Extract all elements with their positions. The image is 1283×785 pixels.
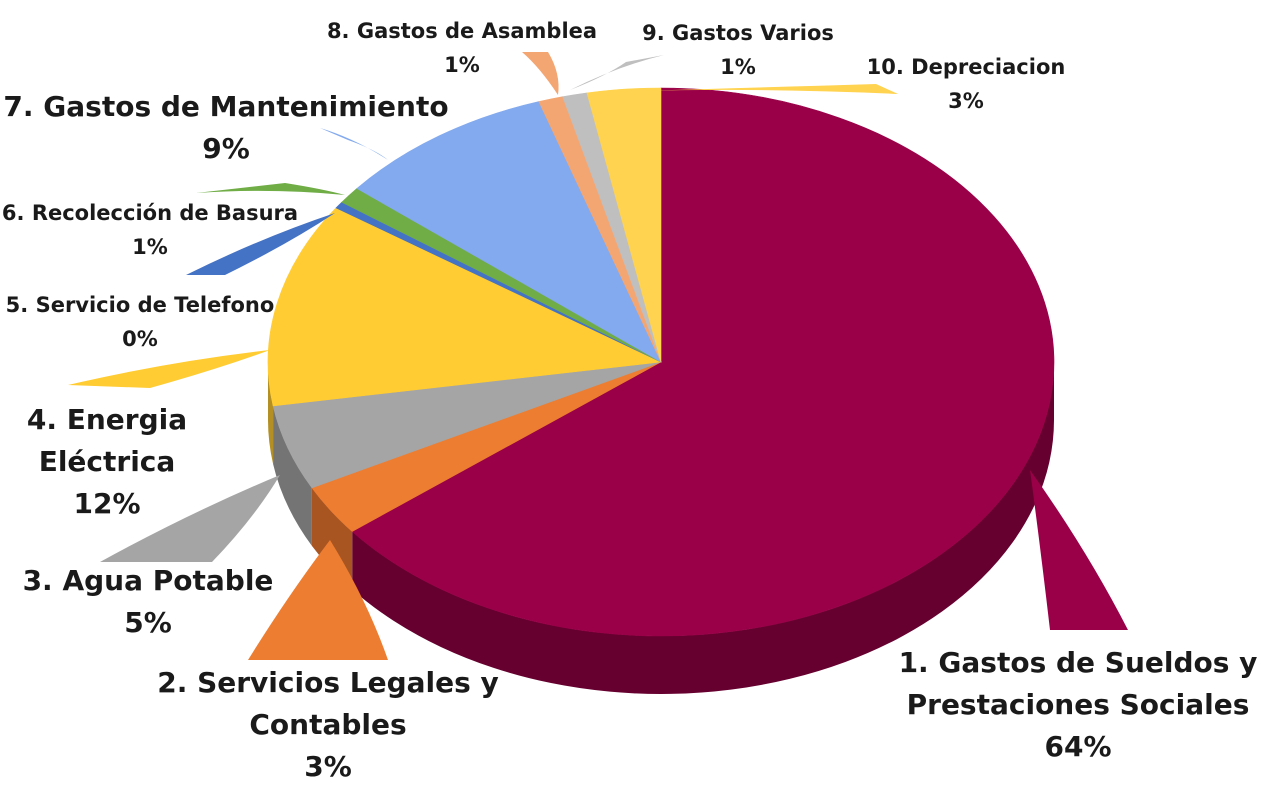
pie-slice-4 [267,207,663,407]
callout-4 [68,350,270,388]
slice-label-3: 3. Agua Potable 5% [23,564,274,639]
callout-7 [320,128,388,160]
slice-label-5: 5. Servicio de Telefono 0% [6,293,275,351]
slice-label-10: 10. Depreciacion 3% [867,55,1066,113]
pie-slice-side [268,362,274,464]
pie-slice-10 [586,87,662,363]
callout-8 [522,52,559,95]
callout-2 [248,540,388,660]
callouts [68,52,1128,660]
slice-label-6: 6. Recolección de Basura 1% [2,201,298,259]
labels: 1. Gastos de Sueldos y Prestaciones Socia… [2,19,1258,783]
callout-3 [100,475,280,562]
pie-slice-side [352,362,1054,694]
pie-top [267,87,1055,637]
pie-slice-7 [356,101,662,363]
slice-label-9: 9. Gastos Varios 1% [642,21,834,79]
callout-10 [600,84,898,94]
pie-slice-1 [351,87,1055,637]
slice-label-4: 4. Energia Eléctrica 12% [27,403,187,520]
callout-9 [570,55,664,90]
slice-label-2: 2. Servicios Legales y Contables 3% [157,666,499,783]
slice-label-1: 1. Gastos de Sueldos y Prestaciones Socia… [899,646,1258,763]
slice-label-7: 7. Gastos de Mantenimiento 9% [3,90,448,165]
callout-6 [196,183,345,195]
callout-5 [186,213,335,275]
callout-1 [1030,470,1128,630]
pie-slice-side [273,405,312,546]
slice-label-8: 8. Gastos de Asamblea 1% [327,19,597,77]
